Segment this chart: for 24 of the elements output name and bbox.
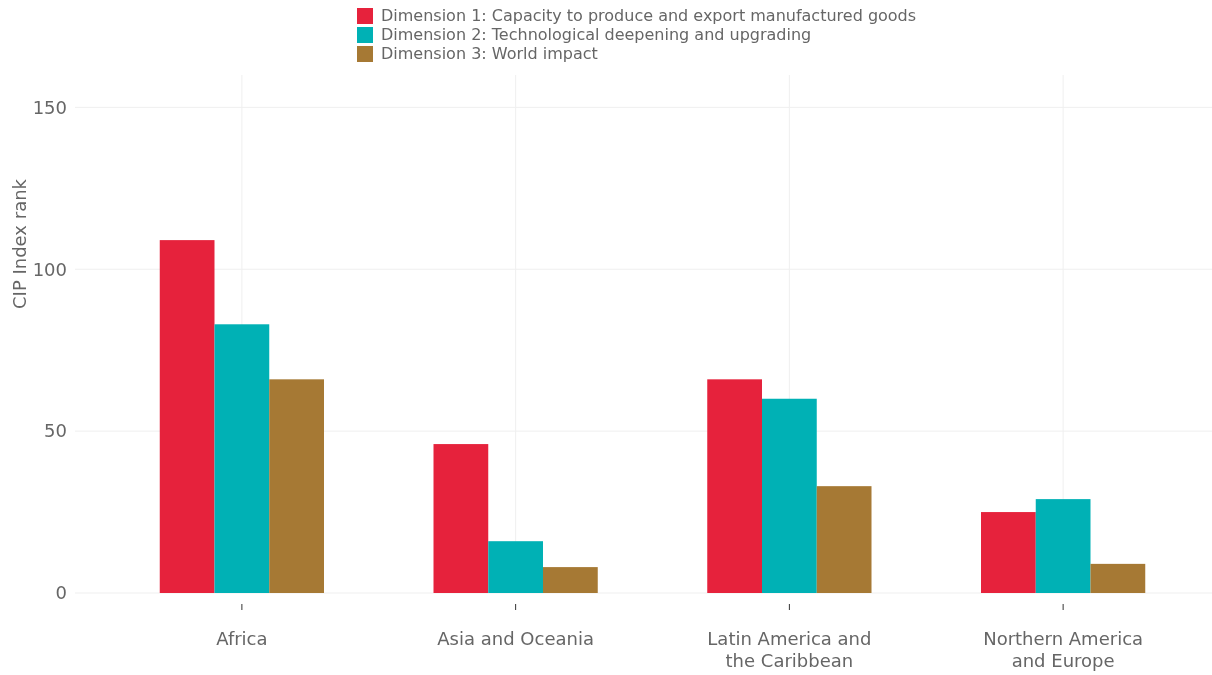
bar: [543, 567, 598, 593]
bar: [159, 240, 215, 593]
legend-label: Dimension 2: Technological deepening and upgrading: [381, 25, 812, 44]
y-axis-title: CIP Index rank: [9, 178, 30, 309]
x-tick-label: Asia and Oceania: [437, 628, 594, 649]
bar: [433, 444, 489, 593]
y-tick-label: 50: [44, 420, 67, 442]
bar: [707, 379, 762, 593]
x-tick-label: Northern America and Europe: [983, 628, 1144, 671]
legend-label: Dimension 1: Capacity to produce and export manufactured goods: [381, 6, 917, 25]
y-tick-label: 0: [55, 582, 67, 604]
bar: [269, 379, 324, 593]
x-tick-label: Latin America and the Caribbean: [707, 628, 872, 671]
y-tick-label: 100: [32, 258, 67, 280]
bar: [981, 512, 1036, 593]
bar: [816, 486, 872, 593]
y-tick-label: 150: [32, 96, 67, 118]
bar: [214, 324, 270, 593]
bar: [1035, 499, 1091, 593]
legend-label: Dimension 3: World impact: [381, 44, 598, 63]
bar: [762, 398, 817, 593]
bar: [488, 541, 543, 593]
x-tick-label: Africa: [216, 628, 268, 649]
bar: [1090, 563, 1146, 593]
